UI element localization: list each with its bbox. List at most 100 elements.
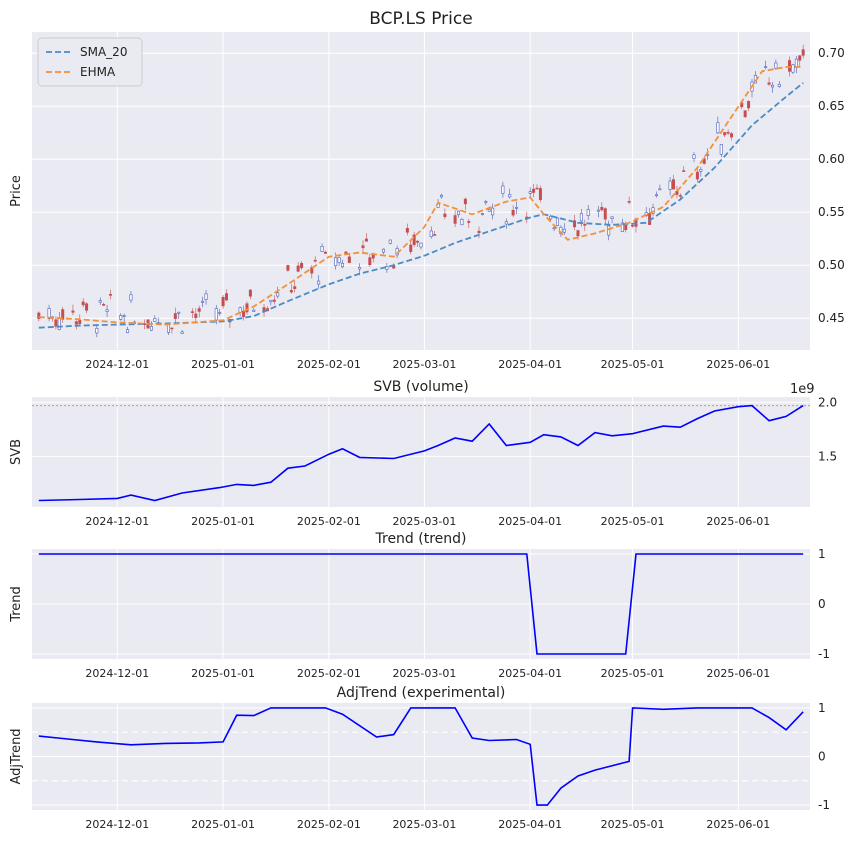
y-axis-label: AdjTrend: [9, 728, 24, 784]
candle-body: [467, 221, 471, 223]
legend-box: [37, 37, 143, 87]
candle-body: [225, 293, 229, 301]
candle-body: [242, 310, 246, 317]
candle-body: [453, 215, 457, 224]
candle-body: [675, 191, 679, 195]
x-tick-label: 2024-12-01: [85, 818, 149, 831]
candle-body: [286, 265, 290, 271]
candle-body: [81, 301, 85, 306]
candle-body: [54, 319, 58, 327]
candle-body: [317, 280, 321, 285]
candle-body: [573, 220, 577, 228]
candle-body: [313, 259, 317, 262]
candle-body: [149, 326, 153, 331]
y-axis-label: SVB: [9, 439, 24, 465]
candle-body: [719, 144, 723, 155]
y-tick-label: -1: [818, 647, 830, 661]
candle-body: [460, 219, 464, 226]
y-tick-label: 0.60: [818, 152, 845, 166]
candle-body: [511, 210, 515, 216]
candle-body: [692, 154, 696, 159]
candle-body: [777, 83, 781, 87]
candle-body: [276, 292, 280, 297]
ehma-line: [38, 66, 804, 326]
candle-body: [730, 133, 734, 138]
candle-body: [798, 55, 802, 61]
x-tick-label: 2024-12-01: [85, 515, 149, 528]
candle-body: [535, 187, 539, 190]
candle-body: [480, 213, 484, 215]
y-tick-label: 1: [818, 547, 826, 561]
legend-label: EHMA: [80, 65, 116, 79]
panel-title: SVB (volume): [373, 379, 468, 395]
candle-body: [801, 49, 805, 56]
x-tick-label: 2025-02-01: [297, 358, 361, 371]
candle-body: [153, 318, 157, 322]
candle-body: [129, 294, 133, 301]
legend-label: SMA_20: [80, 45, 127, 59]
candle-body: [412, 234, 416, 245]
candle-body: [508, 194, 512, 198]
candle-body: [388, 239, 392, 244]
x-tick-label: 2025-03-01: [392, 358, 456, 371]
candle-body: [173, 313, 177, 319]
candle-body: [429, 230, 433, 237]
y-tick-label: -1: [818, 798, 830, 812]
candle-body: [57, 317, 61, 330]
candle-body: [627, 201, 631, 203]
legend: SMA_20 EHMA: [37, 37, 143, 87]
panel-4: 2024-12-01 2025-01-01 2025-02-01 2025-03-01…: [9, 685, 830, 831]
series-line: [38, 404, 804, 502]
x-tick-label: 2025-03-01: [392, 818, 456, 831]
candle-body: [289, 290, 293, 293]
candle-body: [549, 215, 553, 220]
candle-body: [791, 64, 795, 73]
candle-body: [610, 216, 614, 219]
x-tick-label: 2025-02-01: [297, 667, 361, 680]
candle-body: [668, 180, 672, 190]
candle-body: [695, 171, 699, 180]
candle-body: [528, 191, 532, 194]
candle-body: [576, 230, 580, 237]
candle-body: [419, 242, 423, 248]
candle-body: [586, 209, 590, 216]
candle-body: [78, 319, 82, 325]
x-tick-label: 2025-04-01: [498, 515, 562, 528]
candle-body: [487, 209, 491, 212]
candle-body: [197, 308, 201, 312]
candle-body: [515, 206, 519, 209]
candle-body: [747, 101, 751, 109]
candle-body: [105, 309, 109, 312]
candle-body: [269, 299, 273, 303]
candle-body: [102, 304, 106, 306]
x-tick-label: 2025-02-01: [297, 515, 361, 528]
y-tick-label: 1: [818, 701, 826, 715]
candle-body: [596, 209, 600, 212]
candle-body: [764, 66, 768, 68]
x-tick-label: 2025-05-01: [601, 818, 665, 831]
candle-body: [678, 194, 682, 197]
y-tick-label: 0: [818, 597, 826, 611]
candle-body: [607, 225, 611, 236]
candle-body: [126, 329, 130, 333]
y-axis-label: Price: [9, 175, 24, 207]
x-tick-label: 2025-02-01: [297, 818, 361, 831]
candle-body: [143, 323, 147, 325]
candle-body: [723, 132, 727, 136]
x-tick-label: 2025-01-01: [191, 667, 255, 680]
candle-body: [654, 194, 658, 197]
x-tick-label: 2025-01-01: [191, 515, 255, 528]
x-tick-label: 2025-01-01: [191, 358, 255, 371]
candle-body: [491, 207, 495, 216]
candle-body: [552, 227, 556, 230]
candle-body: [457, 210, 461, 216]
candle-body: [166, 324, 170, 333]
plot-background: [32, 32, 810, 350]
candle-body: [658, 188, 662, 191]
series-line: [38, 707, 804, 806]
y-scale-label: 1e9: [790, 382, 815, 397]
candle-body: [600, 206, 604, 211]
candle-body: [85, 303, 89, 311]
candle-body: [347, 256, 351, 263]
candle-body: [201, 300, 205, 303]
